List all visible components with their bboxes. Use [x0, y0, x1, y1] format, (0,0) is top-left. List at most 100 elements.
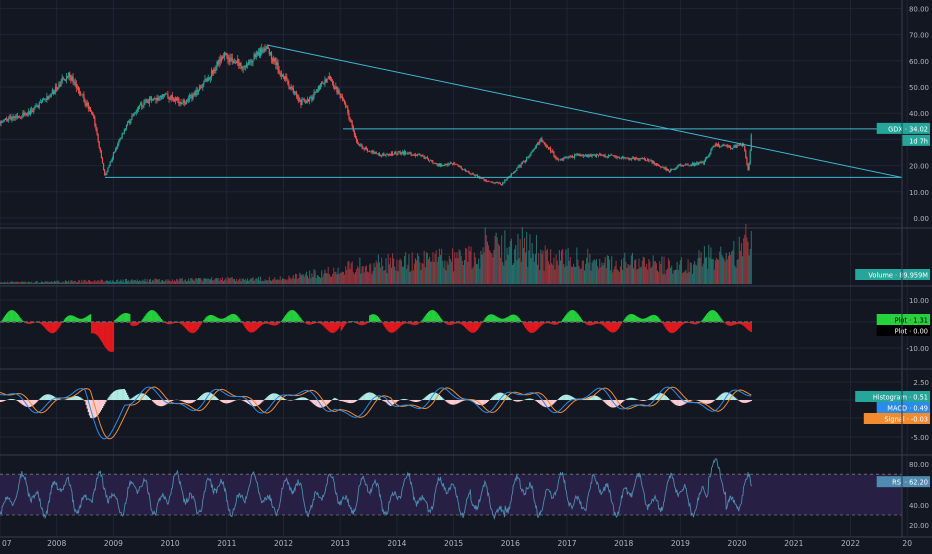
price-candle-body: [260, 49, 261, 56]
volume-bar: [629, 265, 630, 284]
price-candle-body: [334, 87, 335, 89]
volume-bar: [63, 282, 64, 284]
volume-bar: [564, 267, 565, 284]
volume-bar: [333, 268, 334, 284]
price-candle-body: [634, 157, 635, 159]
price-candle-body: [593, 155, 594, 156]
volume-bar: [709, 258, 710, 284]
volume-bar: [682, 273, 683, 284]
price-candle-body: [170, 99, 171, 100]
volume-bar: [550, 249, 551, 284]
price-candle-body: [9, 116, 10, 118]
volume-bar: [704, 246, 705, 284]
volume-bar: [393, 258, 394, 284]
volume-bar: [320, 278, 321, 284]
volume-bar: [613, 269, 614, 284]
volume-bar: [401, 260, 402, 284]
price-candle-body: [251, 61, 252, 62]
price-candle-body: [6, 118, 7, 119]
price-tick-label: 50.00: [909, 84, 929, 92]
volume-bar: [25, 281, 26, 284]
price-candle-body: [90, 107, 91, 112]
momentum-tick-label: -10.00: [906, 345, 929, 353]
price-candle-body: [684, 165, 685, 166]
volume-bar: [380, 268, 381, 284]
price-candle-body: [3, 121, 4, 122]
volume-bar: [69, 282, 70, 284]
volume-bar: [183, 281, 184, 284]
price-candle-body: [388, 154, 389, 155]
volume-bar: [636, 269, 637, 284]
price-candle-body: [364, 148, 365, 149]
price-candle-body: [201, 88, 202, 89]
price-candle-body: [549, 148, 550, 149]
price-candle-body: [612, 155, 613, 156]
price-candle-body: [245, 66, 246, 67]
volume-bar: [748, 242, 749, 284]
price-candle-body: [300, 100, 301, 105]
volume-bar: [426, 252, 427, 284]
price-candle-body: [468, 171, 469, 173]
volume-bar: [402, 267, 403, 284]
volume-bar: [1, 283, 2, 284]
price-candle-body: [737, 145, 738, 148]
price-candle-body: [511, 173, 512, 176]
price-candle-body: [535, 147, 536, 148]
price-candle-body: [337, 91, 338, 93]
price-candle-body: [203, 81, 204, 84]
price-candle-body: [544, 142, 545, 143]
price-candle-body: [744, 146, 745, 151]
volume-bar: [30, 282, 31, 284]
price-candle-body: [247, 64, 248, 65]
price-candle-body: [108, 166, 109, 168]
price-candle-body: [421, 155, 422, 156]
volume-bar: [344, 275, 345, 284]
volume-bar: [447, 261, 448, 284]
volume-bar: [598, 269, 599, 284]
volume-bar: [718, 260, 719, 284]
price-candle-body: [99, 141, 100, 147]
price-candle-body: [527, 157, 528, 158]
volume-bar: [27, 282, 28, 284]
volume-bar: [201, 280, 202, 284]
volume-bar: [232, 277, 233, 284]
volume-bar: [638, 259, 639, 284]
volume-bar: [78, 280, 79, 284]
time-tick-label: 2013: [331, 539, 350, 548]
volume-bar: [712, 259, 713, 284]
price-candle-body: [405, 151, 406, 153]
volume-bar: [32, 283, 33, 284]
price-candle-body: [195, 93, 196, 96]
volume-bar: [100, 280, 101, 284]
price-candle-body: [565, 157, 566, 158]
price-candle-body: [422, 156, 423, 157]
price-candle-body: [50, 96, 51, 97]
volume-bar: [128, 280, 129, 284]
volume-bar: [106, 280, 107, 284]
volume-bar: [740, 251, 741, 284]
volume-bar: [749, 255, 750, 284]
volume-bar: [111, 282, 112, 284]
price-candle-body: [345, 104, 346, 107]
price-candle-body: [571, 156, 572, 157]
price-candle-body: [410, 152, 411, 154]
price-candle-body: [491, 182, 492, 183]
volume-bar: [406, 269, 407, 284]
volume-bar: [268, 280, 269, 284]
price-candle-body: [105, 174, 106, 175]
volume-bar: [287, 279, 288, 284]
price-candle-body: [463, 169, 464, 170]
price-candle-body: [518, 165, 519, 167]
volume-bar: [368, 272, 369, 284]
volume-bar: [197, 279, 198, 284]
volume-bar: [124, 282, 125, 284]
macd-histogram-bar: [105, 400, 106, 402]
volume-bar: [19, 282, 20, 284]
price-candle-body: [630, 159, 631, 160]
price-candle-body: [539, 140, 540, 143]
price-candle-body: [396, 154, 397, 155]
volume-bar: [391, 268, 392, 284]
volume-bar: [703, 264, 704, 284]
